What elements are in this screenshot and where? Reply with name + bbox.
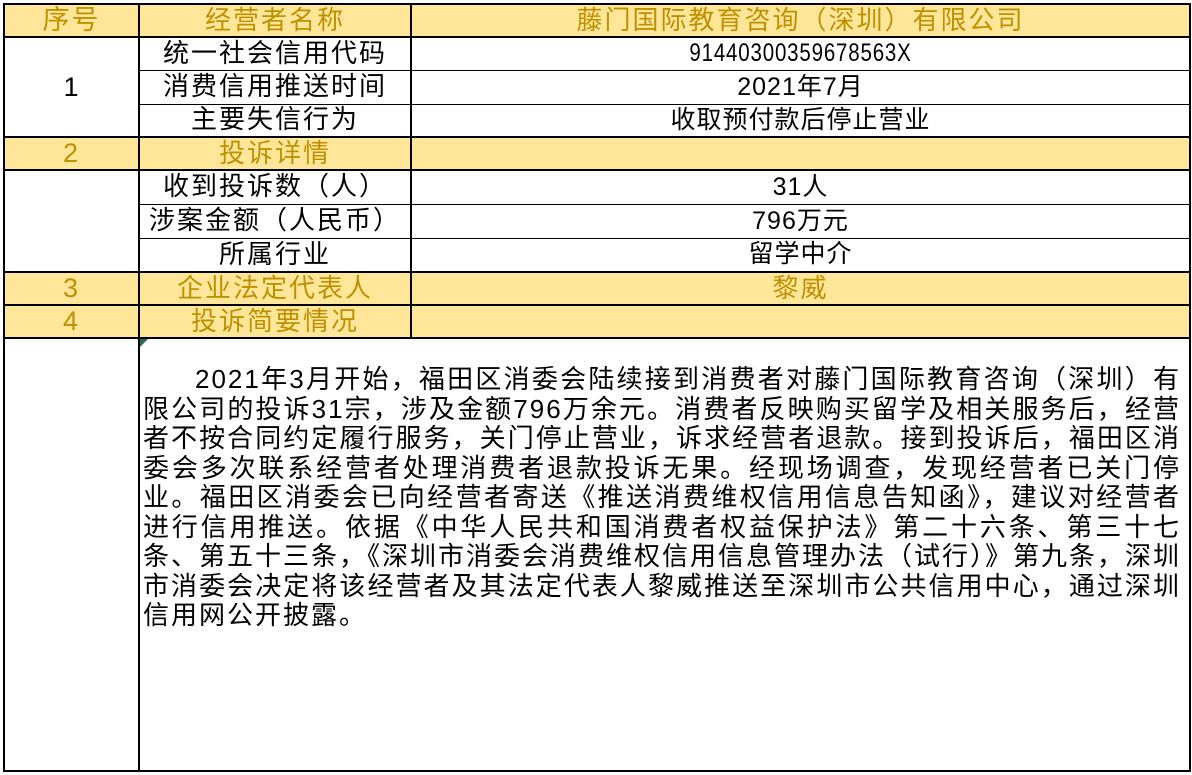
- complaint-detail-title-cell: 投诉详情: [138, 136, 412, 172]
- header-index-cell: 序号: [3, 2, 140, 39]
- complaint-summary-paragraph-cell: 2021年3月开始，福田区消委会陆续接到消费者对藤门国际教育咨询（深圳）有限公司…: [138, 337, 1191, 772]
- push-time-row: 消费信用推送时间 2021年7月: [4, 69, 1191, 105]
- credit-push-disclosure-table: 序号 经营者名称 藤门国际教育咨询（深圳）有限公司 1 统一社会信用代码 914…: [3, 2, 1191, 772]
- industry-row: 所属行业 留学中介: [4, 237, 1191, 274]
- section3-index-cell: 3: [3, 271, 140, 307]
- section1-index-cell: 1: [3, 36, 140, 139]
- industry-value-cell: 留学中介: [410, 237, 1191, 274]
- header-operator-name-label-cell: 经营者名称: [138, 2, 412, 39]
- complaint-count-value-cell: 31人: [410, 169, 1191, 205]
- dishonest-behavior-value-cell: 收取预付款后停止营业: [410, 103, 1191, 139]
- uscc-row: 1 统一社会信用代码 91440300359678563X: [3, 36, 1191, 139]
- complaint-detail-empty-cell: [410, 136, 1191, 172]
- uscc-label-cell: 统一社会信用代码: [138, 36, 412, 71]
- complaint-summary-row: 2021年3月开始，福田区消委会陆续接到消费者对藤门国际教育咨询（深圳）有限公司…: [3, 337, 1191, 772]
- company-name-cell: 藤门国际教育咨询（深圳）有限公司: [410, 2, 1191, 39]
- complaint-summary-band-row: 4 投诉简要情况: [3, 304, 1191, 340]
- complaint-count-row: 收到投诉数（人） 31人: [3, 169, 1191, 274]
- legal-representative-row: 3 企业法定代表人 黎威: [3, 271, 1191, 307]
- complaint-detail-band-row: 2 投诉详情: [3, 136, 1191, 172]
- uscc-number: 91440300359678563X: [689, 39, 912, 68]
- section2-empty-index-cell: [3, 169, 140, 274]
- complaint-summary-text: 2021年3月开始，福田区消委会陆续接到消费者对藤门国际教育咨询（深圳）有限公司…: [143, 364, 1182, 631]
- complaint-summary-empty-cell: [410, 304, 1191, 340]
- legal-representative-label-cell: 企业法定代表人: [138, 271, 412, 307]
- dishonest-behavior-row: 主要失信行为 收取预付款后停止营业: [4, 103, 1191, 139]
- complaint-count-label-cell: 收到投诉数（人）: [138, 169, 412, 205]
- complaint-summary-title-cell: 投诉简要情况: [138, 304, 412, 340]
- amount-involved-value-cell: 796万元: [410, 203, 1191, 239]
- push-time-value-cell: 2021年7月: [410, 69, 1191, 105]
- header-row: 序号 经营者名称 藤门国际教育咨询（深圳）有限公司: [3, 2, 1191, 39]
- section4-index-cell: 4: [3, 304, 140, 340]
- industry-label-cell: 所属行业: [138, 237, 412, 274]
- dishonest-behavior-label-cell: 主要失信行为: [138, 103, 412, 139]
- amount-involved-row: 涉案金额（人民币） 796万元: [4, 203, 1191, 239]
- push-time-label-cell: 消费信用推送时间: [138, 69, 412, 105]
- section2-index-cell: 2: [3, 136, 140, 172]
- amount-involved-label-cell: 涉案金额（人民币）: [138, 203, 412, 239]
- cell-error-indicator-triangle: [141, 340, 148, 348]
- summary-empty-index-cell: [3, 337, 140, 772]
- uscc-value-cell: 91440300359678563X: [410, 36, 1191, 71]
- legal-representative-value-cell: 黎威: [410, 271, 1191, 307]
